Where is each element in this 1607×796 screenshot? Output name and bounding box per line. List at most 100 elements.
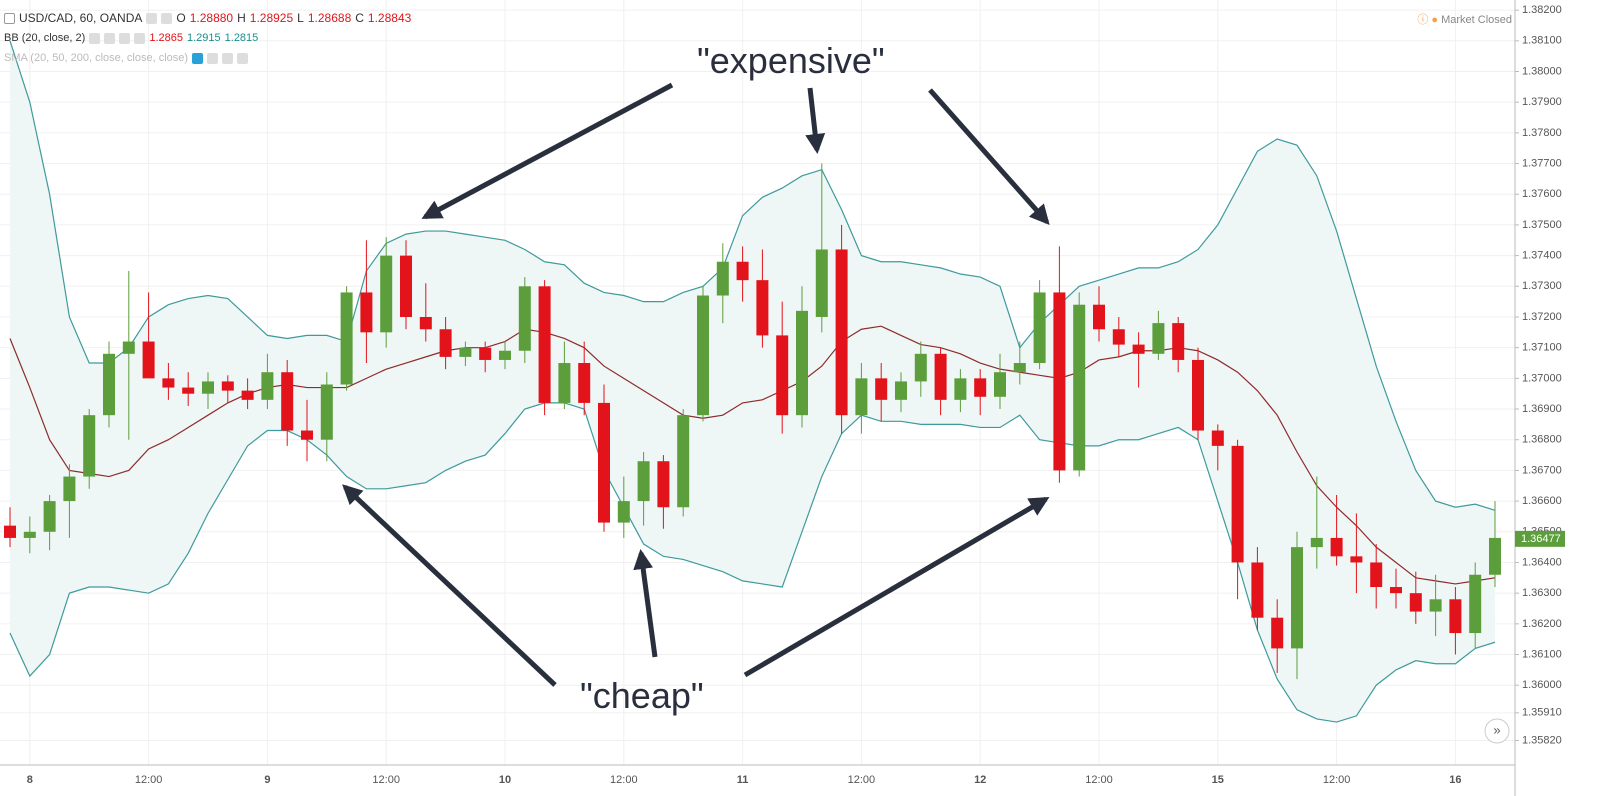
candle-body	[1231, 445, 1244, 563]
candle-body	[380, 255, 393, 333]
status-text: Market Closed	[1441, 14, 1512, 26]
candle-body	[1489, 537, 1501, 575]
candle-body	[776, 335, 789, 416]
candle-body	[499, 350, 511, 360]
candle-body	[914, 353, 927, 382]
y-tick-label: 1.37200	[1522, 311, 1562, 323]
candle-body	[934, 353, 947, 400]
candle-body	[1291, 547, 1303, 649]
candle-body	[518, 286, 531, 351]
candle-body	[1370, 562, 1383, 588]
x-tick-label: 12:00	[1085, 774, 1113, 786]
band-lower	[9, 402, 1496, 723]
y-tick-label: 1.38200	[1522, 4, 1562, 16]
y-tick-label: 1.36300	[1522, 587, 1562, 599]
y-tick-label: 1.37100	[1522, 342, 1562, 354]
sma-row: SMA (20, 50, 200, close, close, close)	[4, 52, 249, 64]
low-value: 1.28688	[307, 11, 352, 25]
y-tick-label: 1.38000	[1522, 65, 1562, 77]
candle-body	[1469, 574, 1482, 634]
candle-body	[43, 501, 56, 532]
price-tag	[1515, 530, 1565, 547]
annotation: "cheap"	[580, 675, 704, 716]
candle-body	[994, 372, 1006, 397]
x-tick-label: 10	[499, 774, 511, 786]
candle-body	[1449, 599, 1462, 634]
candle-body	[1271, 617, 1284, 649]
scroll-icon[interactable]: »	[1493, 722, 1500, 737]
y-tick-label: 1.38100	[1522, 35, 1562, 47]
scroll-button[interactable]	[1484, 718, 1510, 744]
candle-body	[875, 378, 888, 400]
candle-body	[1053, 292, 1066, 471]
y-tick-label: 1.37600	[1522, 188, 1562, 200]
sma-label: SMA (20, 50, 200, close, close, close)	[4, 52, 189, 64]
y-tick-label: 1.37400	[1522, 250, 1562, 262]
candle-body	[400, 255, 412, 317]
y-tick-label: 1.36000	[1522, 679, 1562, 691]
candle-body	[1330, 537, 1343, 557]
y-tick-label: 1.36400	[1522, 556, 1562, 568]
x-tick-label: 12:00	[610, 774, 638, 786]
candle-body	[320, 384, 333, 440]
candle-body	[637, 461, 650, 502]
candle-body	[419, 316, 432, 330]
bb-label: BB (20, close, 2)	[4, 32, 86, 44]
candle-body	[756, 280, 769, 336]
candle-body	[182, 387, 195, 394]
candle-body	[1093, 304, 1105, 330]
bb-basis: 1.2865	[149, 32, 183, 44]
candle-body	[1152, 323, 1165, 354]
candle-body	[1013, 363, 1026, 373]
candle-body	[301, 430, 313, 440]
candle-body	[617, 501, 630, 523]
market-status: ⓘ ● Market Closed	[1417, 14, 1512, 26]
annotation: "expensive"	[697, 40, 885, 81]
candle-body	[1429, 599, 1442, 612]
candle-body	[578, 363, 591, 403]
x-tick-label: 9	[264, 774, 270, 786]
candle-body	[1132, 344, 1145, 354]
x-tick-label: 11	[737, 774, 749, 786]
y-tick-label: 1.37700	[1522, 157, 1562, 169]
candle-body	[538, 286, 551, 403]
y-tick-label: 1.36200	[1522, 618, 1562, 630]
y-tick-label: 1.37000	[1522, 372, 1562, 384]
band-upper	[9, 40, 1496, 511]
price-tag-label: 1.36477	[1521, 533, 1561, 545]
x-tick-label: 12:00	[372, 774, 400, 786]
y-tick-label: 1.37800	[1522, 127, 1562, 139]
candle-body	[63, 476, 76, 502]
candle-body	[1073, 304, 1086, 471]
close-label: C	[355, 11, 364, 25]
y-tick-label: 1.36700	[1522, 464, 1562, 476]
bb-lower: 1.2815	[224, 32, 259, 44]
y-tick-label: 1.36600	[1522, 495, 1562, 507]
x-tick-label: 8	[27, 774, 33, 786]
candle-body	[815, 249, 828, 317]
candle-body	[796, 310, 808, 416]
candle-body	[1211, 430, 1224, 446]
candle-body	[23, 531, 36, 538]
candle-body	[1192, 359, 1204, 431]
open-value: 1.28880	[189, 11, 234, 25]
candle-body	[83, 415, 96, 477]
candle-body	[855, 378, 868, 416]
candle-body	[974, 378, 987, 397]
symbol: USD/CAD, 60, OANDA	[19, 11, 143, 25]
candle-body	[1350, 556, 1363, 563]
candle-body	[162, 378, 175, 388]
candle-body	[954, 378, 967, 400]
bb-row: BB (20, close, 2) 1.2865 1.2915 1.2815	[4, 32, 258, 44]
y-tick-label: 1.35910	[1522, 707, 1562, 719]
candle-body	[340, 292, 353, 385]
open-label: O	[176, 11, 186, 25]
x-tick-label: 12:00	[848, 774, 876, 786]
candle-body	[1409, 593, 1422, 612]
candle-body	[479, 347, 492, 360]
candle-body	[122, 341, 135, 354]
x-tick-label: 16	[1449, 774, 1461, 786]
y-tick-label: 1.37500	[1522, 219, 1562, 231]
